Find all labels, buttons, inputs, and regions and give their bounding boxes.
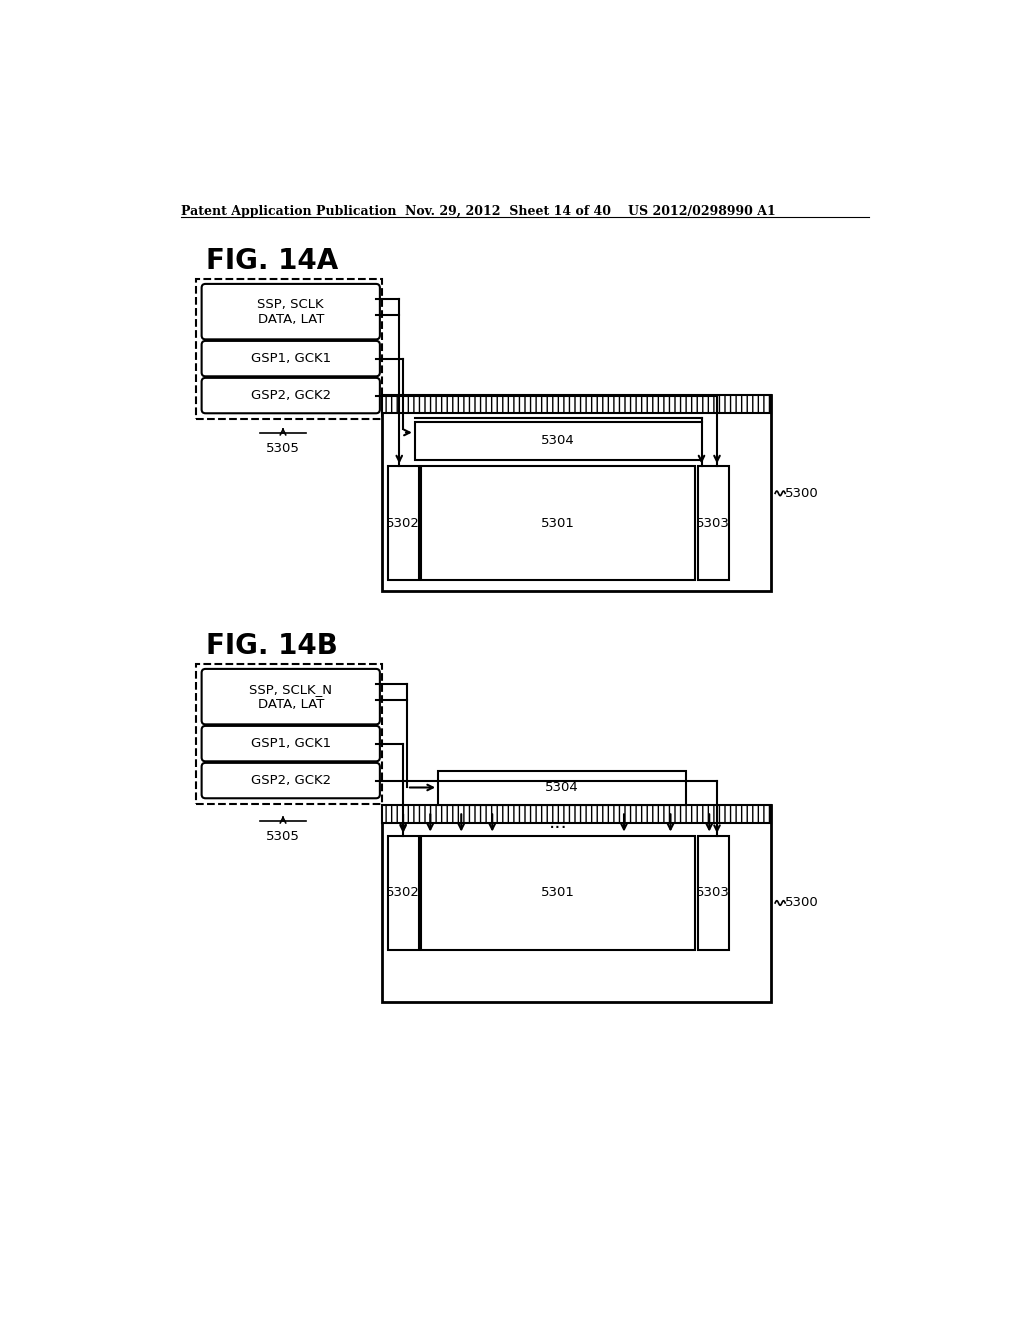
- FancyBboxPatch shape: [202, 669, 380, 725]
- Bar: [382, 395, 771, 591]
- Bar: [382, 805, 771, 1002]
- Text: GSP1, GCK1: GSP1, GCK1: [251, 737, 331, 750]
- Text: 5305: 5305: [266, 442, 300, 455]
- Text: 5304: 5304: [545, 781, 579, 795]
- Bar: [388, 466, 419, 581]
- Text: Patent Application Publication: Patent Application Publication: [180, 205, 396, 218]
- Bar: [421, 836, 695, 950]
- Bar: [382, 805, 771, 822]
- Text: GSP1, GCK1: GSP1, GCK1: [251, 352, 331, 366]
- Text: US 2012/0298990 A1: US 2012/0298990 A1: [628, 205, 775, 218]
- Text: 5301: 5301: [542, 517, 575, 529]
- Text: GSP2, GCK2: GSP2, GCK2: [251, 774, 331, 787]
- FancyBboxPatch shape: [202, 726, 380, 762]
- Bar: [388, 836, 419, 950]
- Text: SSP, SCLK_N
DATA, LAT: SSP, SCLK_N DATA, LAT: [249, 682, 332, 710]
- Text: SSP, SCLK
DATA, LAT: SSP, SCLK DATA, LAT: [257, 297, 324, 326]
- Text: 5304: 5304: [542, 434, 575, 447]
- Text: Nov. 29, 2012  Sheet 14 of 40: Nov. 29, 2012 Sheet 14 of 40: [406, 205, 611, 218]
- Bar: [197, 280, 382, 418]
- Text: 5300: 5300: [785, 896, 819, 909]
- Bar: [421, 466, 695, 581]
- FancyBboxPatch shape: [202, 341, 380, 376]
- Text: FIG. 14A: FIG. 14A: [206, 247, 338, 275]
- Text: ...: ...: [549, 813, 567, 832]
- Text: 5301: 5301: [542, 887, 575, 899]
- Text: 5300: 5300: [785, 487, 819, 500]
- Text: GSP2, GCK2: GSP2, GCK2: [251, 389, 331, 403]
- Text: 5303: 5303: [696, 517, 730, 529]
- Text: 5302: 5302: [386, 887, 420, 899]
- Bar: [697, 836, 729, 950]
- Bar: [197, 664, 382, 804]
- Text: 5302: 5302: [386, 517, 420, 529]
- Bar: [697, 466, 729, 581]
- Bar: [438, 771, 686, 805]
- Bar: [415, 422, 701, 461]
- FancyBboxPatch shape: [202, 284, 380, 339]
- Text: FIG. 14B: FIG. 14B: [206, 632, 337, 660]
- Text: 5303: 5303: [696, 887, 730, 899]
- Text: 5305: 5305: [266, 830, 300, 843]
- Bar: [382, 395, 771, 412]
- FancyBboxPatch shape: [202, 378, 380, 413]
- FancyBboxPatch shape: [202, 763, 380, 799]
